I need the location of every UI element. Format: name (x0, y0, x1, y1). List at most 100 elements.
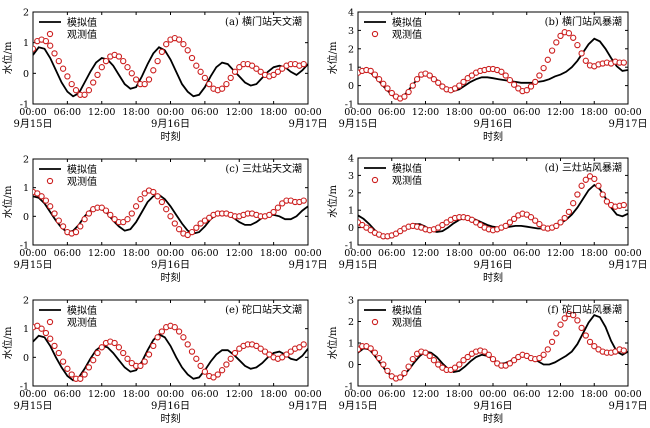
data-point (510, 81, 518, 88)
date-label: 9月16日 (151, 400, 190, 412)
x-tick-label: 00:00 (19, 248, 46, 259)
data-point (154, 334, 161, 341)
data-point (456, 82, 463, 89)
y-tick-label: 0 (348, 81, 354, 92)
data-point (33, 45, 37, 52)
y-tick-label: 4 (348, 8, 354, 19)
data-point (523, 87, 530, 94)
y-tick-label: 1 (23, 38, 29, 49)
data-point (532, 78, 539, 86)
x-tick-label: 06:00 (378, 107, 405, 118)
data-point (193, 62, 200, 69)
data-point (287, 348, 294, 355)
data-point (59, 65, 67, 72)
y-tick-label: -1 (345, 100, 354, 111)
data-point (163, 41, 170, 48)
x-tick-label: 06:00 (378, 389, 405, 400)
legend-label-simulated: 模拟值 (67, 16, 97, 29)
x-axis-label: 时刻 (161, 412, 181, 425)
y-tick-label: 3 (348, 26, 354, 37)
y-tick-label: 2 (348, 44, 354, 55)
data-point (206, 80, 213, 88)
x-tick-label: 06:00 (54, 248, 81, 259)
data-point (171, 324, 178, 331)
legend-label-simulated: 模拟值 (392, 16, 422, 29)
series-markers-observed (33, 187, 307, 239)
x-tick-label: 00:00 (479, 107, 506, 118)
chart-panel-5: -1 0 1 2 00:00 06:00 12:00 18:00 00:00 06:00 12:00… (1, 296, 328, 426)
data-point (620, 59, 627, 66)
data-point (42, 329, 50, 337)
data-point (72, 87, 80, 94)
data-point (570, 34, 577, 41)
data-point (300, 197, 307, 204)
y-tick-label: 1 (348, 339, 354, 350)
y-tick-label: 0 (23, 212, 29, 223)
data-point (51, 342, 58, 350)
legend-label-simulated: 模拟值 (392, 304, 422, 317)
x-tick-label: 12:00 (412, 389, 439, 400)
data-point (90, 79, 97, 86)
y-tick-label: 0 (23, 353, 29, 364)
data-point (158, 48, 166, 56)
x-axis-label: 时刻 (161, 271, 181, 284)
data-point (141, 358, 148, 365)
data-point (132, 203, 140, 210)
data-point (582, 57, 589, 64)
x-tick-label: 00:00 (19, 389, 46, 400)
data-point (506, 360, 514, 367)
panel-title: (e) 砣口站天文潮 (225, 303, 302, 316)
data-point (388, 89, 395, 97)
data-point (90, 357, 97, 364)
data-point (620, 201, 627, 209)
y-tick-label: 3 (348, 171, 354, 182)
data-point (506, 219, 514, 226)
y-tick-label: 1 (348, 63, 354, 74)
data-point (214, 371, 221, 378)
x-tick-label: 12:00 (547, 248, 574, 259)
y-tick-label: -1 (345, 382, 354, 393)
data-point (107, 211, 114, 219)
data-point (570, 311, 577, 319)
x-axis-label: 时刻 (483, 412, 503, 425)
data-point (115, 344, 123, 351)
data-point (557, 321, 564, 328)
y-axis-label: 水位/m (326, 326, 339, 359)
x-tick-label: 00:00 (294, 107, 321, 118)
data-point (132, 76, 140, 83)
x-tick-label: 00:00 (19, 107, 46, 118)
y-tick-label: 2 (23, 155, 29, 166)
x-tick-label: 00:00 (479, 389, 506, 400)
data-point (384, 367, 391, 375)
data-point (154, 57, 161, 65)
x-tick-label: 00:00 (614, 389, 641, 400)
date-label: 9月16日 (151, 259, 190, 271)
y-tick-label: 1 (348, 206, 354, 217)
x-tick-label: 18:00 (260, 389, 287, 400)
y-tick-label: -1 (20, 100, 29, 111)
data-point (137, 195, 144, 203)
data-point (180, 41, 187, 48)
x-tick-label: 00:00 (479, 248, 506, 259)
data-point (128, 70, 135, 77)
data-point (154, 193, 161, 200)
data-point (540, 351, 547, 358)
data-point (51, 210, 58, 217)
data-point (102, 57, 110, 65)
x-tick-label: 12:00 (226, 107, 253, 118)
data-point (145, 351, 153, 358)
data-point (64, 73, 71, 80)
data-point (206, 214, 213, 221)
data-point (591, 175, 598, 183)
data-point (64, 365, 71, 372)
y-tick-label: 0 (348, 360, 354, 371)
data-point (85, 87, 93, 94)
x-tick-label: 18:00 (581, 248, 608, 259)
data-point (59, 358, 67, 365)
data-point (274, 68, 282, 75)
legend-label-observed: 观测值 (67, 28, 97, 41)
data-point (188, 54, 196, 62)
data-point (401, 369, 408, 377)
x-tick-label: 06:00 (54, 389, 81, 400)
x-tick-label: 00:00 (157, 389, 184, 400)
